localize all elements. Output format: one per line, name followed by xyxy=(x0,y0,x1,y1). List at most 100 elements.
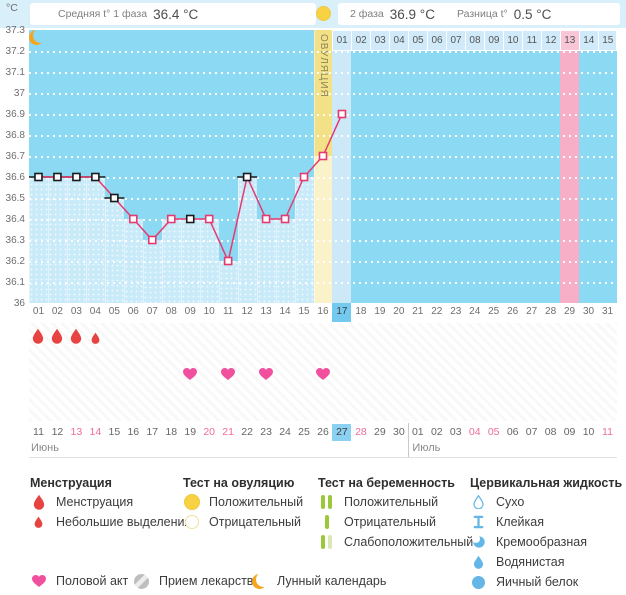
cycle-day-cell[interactable]: 12 xyxy=(241,306,253,317)
cycle-day-cell[interactable]: 05 xyxy=(108,306,120,317)
temperature-point-day-14 xyxy=(280,214,290,224)
date-cell[interactable]: 08 xyxy=(544,426,557,438)
date-cell[interactable]: 25 xyxy=(298,426,310,438)
cycle-day-cell[interactable]: 29 xyxy=(564,306,576,317)
legend-section-title: Тест на овуляцию xyxy=(183,476,295,490)
date-cell[interactable]: 30 xyxy=(393,426,405,438)
legend-item: Небольшие выделения xyxy=(30,512,191,532)
temperature-point-day-01 xyxy=(34,172,43,182)
date-cell[interactable]: 01 xyxy=(411,426,424,438)
date-cell[interactable]: 21 xyxy=(222,426,234,438)
cycle-day-cell[interactable]: 04 xyxy=(89,306,101,317)
cycle-day-cell[interactable]: 13 xyxy=(260,306,272,317)
cycle-day-cell[interactable]: 09 xyxy=(184,306,196,317)
date-cell[interactable]: 11 xyxy=(602,426,613,438)
phase1-average-label: Средняя t° 1 фаза xyxy=(58,8,148,20)
next-cycle-day-cell: 09 xyxy=(484,30,504,51)
ibeam-blue-icon xyxy=(470,515,487,529)
date-cell[interactable]: 14 xyxy=(89,426,102,438)
cycle-day-cell[interactable]: 21 xyxy=(412,306,424,317)
legend-section-title: Менструация xyxy=(30,476,112,490)
date-cell[interactable]: 28 xyxy=(355,426,367,438)
date-cell[interactable]: 02 xyxy=(430,426,443,438)
cycle-day-cell[interactable]: 22 xyxy=(431,306,443,317)
cycle-day-cell[interactable]: 18 xyxy=(355,306,367,317)
next-cycle-day-cell: 14 xyxy=(579,30,599,51)
date-cell[interactable]: 06 xyxy=(506,426,519,438)
date-cell[interactable]: 16 xyxy=(127,426,140,438)
date-cell[interactable]: 17 xyxy=(146,426,159,438)
cycle-day-cell[interactable]: 16 xyxy=(317,306,329,317)
cycle-day-cell[interactable]: 23 xyxy=(450,306,462,317)
next-cycle-day-cell: 01 xyxy=(332,30,352,51)
date-cell[interactable]: 11 xyxy=(33,426,44,438)
date-cell[interactable]: 07 xyxy=(525,426,538,438)
legend-item: Водянистая xyxy=(470,552,622,572)
date-cell[interactable]: 18 xyxy=(165,426,178,438)
date-cell[interactable]: 05 xyxy=(487,426,500,438)
next-cycle-day-cell: 11 xyxy=(522,30,542,51)
date-cell[interactable]: 03 xyxy=(449,426,462,438)
date-cell[interactable]: 09 xyxy=(563,426,576,438)
cycle-day-cell[interactable]: 20 xyxy=(393,306,405,317)
cycle-day-cell[interactable]: 02 xyxy=(51,306,63,317)
date-cell[interactable]: 15 xyxy=(108,426,121,438)
drop-big-red-icon xyxy=(68,328,85,344)
drop-small-red-icon xyxy=(30,516,47,528)
cycle-day-cell[interactable]: 06 xyxy=(127,306,139,317)
cycle-day-cell[interactable]: 01 xyxy=(32,306,45,317)
legend-item: Половой акт xyxy=(30,571,128,591)
temperature-point-day-03 xyxy=(72,172,81,182)
next-cycle-day-cell: 08 xyxy=(465,30,485,51)
legend-item-label: Менструация xyxy=(56,495,134,509)
date-cell[interactable]: 12 xyxy=(51,426,64,438)
gridline xyxy=(29,198,617,200)
cycle-day-cell[interactable]: 25 xyxy=(488,306,500,317)
diff-value: 0.5 °C xyxy=(513,6,552,22)
cycle-day-cell[interactable]: 15 xyxy=(298,306,310,317)
cycle-day-cell[interactable]: 24 xyxy=(469,306,481,317)
gridline xyxy=(29,135,617,137)
legend-item-label: Водянистая xyxy=(496,555,565,569)
date-cell[interactable]: 04 xyxy=(468,426,481,438)
cycle-day-cell[interactable]: 28 xyxy=(545,306,557,317)
date-cell[interactable]: 26 xyxy=(317,426,329,438)
date-cell[interactable]: 13 xyxy=(70,426,83,438)
legend-item: Кремообразная xyxy=(470,532,622,552)
today-column xyxy=(332,30,352,303)
bars-weak-green-icon xyxy=(318,535,335,549)
cycle-day-cell[interactable]: 08 xyxy=(165,306,177,317)
date-cell[interactable]: 29 xyxy=(374,426,386,438)
intercourse-marker xyxy=(219,367,238,381)
cycle-day-cell[interactable]: 03 xyxy=(70,306,82,317)
date-cell[interactable]: 20 xyxy=(203,426,216,438)
legend-item-label: Слабоположительный xyxy=(344,535,474,549)
legend-item: Менструация xyxy=(30,492,191,512)
date-cell[interactable]: 24 xyxy=(279,426,291,438)
cycle-day-cell[interactable]: 27 xyxy=(526,306,538,317)
cycle-day-cell[interactable]: 30 xyxy=(582,306,595,317)
temperature-point-day-02 xyxy=(53,172,62,182)
cycle-day-cell[interactable]: 14 xyxy=(279,306,291,317)
month-label-june: Июнь xyxy=(31,442,59,454)
y-axis-unit: °C xyxy=(6,2,18,14)
cycle-day-cell[interactable]: 07 xyxy=(146,306,158,317)
temperature-chart[interactable]: 01 02 03 04 05 06 07 08 09 10 11 12 13 14 15 ОВУЛЯЦИЯ xyxy=(29,30,617,303)
cycle-day-cell[interactable]: 17 xyxy=(332,303,352,322)
cycle-day-cell[interactable]: 19 xyxy=(374,306,386,317)
date-cell[interactable]: 23 xyxy=(260,426,272,438)
legend-item-label: Положительный xyxy=(209,495,304,509)
legend-item: Отрицательный xyxy=(318,512,473,532)
cycle-day-cell[interactable]: 11 xyxy=(222,306,234,317)
date-cell[interactable]: 27 xyxy=(332,424,352,441)
date-cell[interactable]: 22 xyxy=(241,426,253,438)
y-axis-tick: 36 xyxy=(13,298,25,309)
date-cell[interactable]: 19 xyxy=(184,426,197,438)
date-cell[interactable]: 10 xyxy=(582,426,595,438)
legend-item-label: Прием лекарств xyxy=(159,574,254,588)
gridline xyxy=(29,261,617,263)
bars-two-green-icon xyxy=(318,495,335,509)
cycle-day-cell[interactable]: 26 xyxy=(507,306,519,317)
cycle-day-cell[interactable]: 10 xyxy=(203,306,215,317)
cycle-day-cell[interactable]: 31 xyxy=(601,306,614,317)
